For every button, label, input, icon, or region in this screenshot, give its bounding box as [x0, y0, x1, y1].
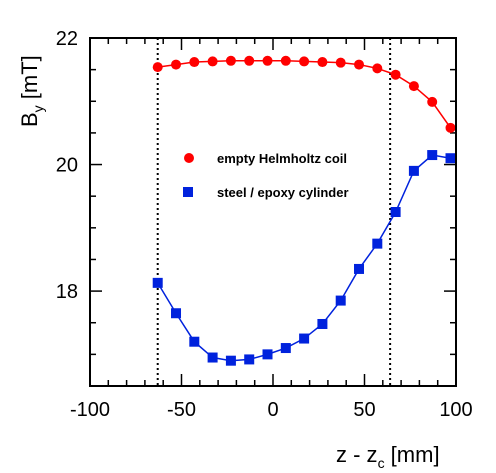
data-point-empty-helmholtz-coil — [446, 123, 456, 133]
data-point-steel-epoxy-cylinder — [409, 166, 419, 176]
data-point-steel-epoxy-cylinder — [354, 264, 364, 274]
data-point-empty-helmholtz-coil — [244, 56, 254, 66]
legend-label-empty-helmholtz-coil: empty Helmholtz coil — [217, 151, 347, 166]
data-point-steel-epoxy-cylinder — [427, 150, 437, 160]
data-point-empty-helmholtz-coil — [372, 63, 382, 73]
data-point-empty-helmholtz-coil — [354, 60, 364, 70]
legend-label-steel-epoxy-cylinder: steel / epoxy cylinder — [217, 185, 349, 200]
data-point-empty-helmholtz-coil — [226, 56, 236, 66]
data-point-empty-helmholtz-coil — [208, 56, 218, 66]
x-axis-title-unit: [mm] — [385, 442, 440, 467]
major-ticks — [90, 38, 456, 386]
data-point-steel-epoxy-cylinder — [281, 343, 291, 353]
y-axis-title-main: B — [17, 112, 42, 127]
x-tick-label: 50 — [353, 399, 375, 421]
data-point-steel-epoxy-cylinder — [446, 153, 456, 163]
data-point-steel-epoxy-cylinder — [244, 354, 254, 364]
data-point-steel-epoxy-cylinder — [299, 334, 309, 344]
x-tick-label: -100 — [70, 399, 110, 421]
data-point-steel-epoxy-cylinder — [372, 239, 382, 249]
y-tick-label: 22 — [56, 28, 78, 50]
series-group — [153, 56, 456, 366]
plot-frame — [90, 38, 456, 386]
data-point-empty-helmholtz-coil — [153, 62, 163, 72]
data-point-steel-epoxy-cylinder — [208, 353, 218, 363]
data-point-steel-epoxy-cylinder — [263, 349, 273, 359]
data-point-steel-epoxy-cylinder — [171, 308, 181, 318]
data-point-empty-helmholtz-coil — [189, 57, 199, 67]
x-axis-title-main: z - z — [336, 442, 378, 467]
data-point-steel-epoxy-cylinder — [336, 296, 346, 306]
y-axis-title: By [mT] — [17, 55, 46, 127]
data-point-empty-helmholtz-coil — [299, 56, 309, 66]
x-axis-title-sub: c — [378, 455, 385, 471]
data-point-empty-helmholtz-coil — [427, 97, 437, 107]
reference-lines — [158, 38, 390, 386]
legend-marker-empty-helmholtz-coil — [184, 153, 194, 163]
data-point-steel-epoxy-cylinder — [391, 207, 401, 217]
data-point-steel-epoxy-cylinder — [317, 319, 327, 329]
data-point-empty-helmholtz-coil — [409, 81, 419, 91]
data-point-empty-helmholtz-coil — [391, 70, 401, 80]
x-tick-label: -50 — [167, 399, 196, 421]
y-axis-title-unit: [mT] — [17, 55, 42, 105]
data-point-empty-helmholtz-coil — [336, 58, 346, 68]
x-axis-title: z - zc [mm] — [336, 442, 440, 471]
y-tick-label: 18 — [56, 281, 78, 303]
x-tick-label: 0 — [267, 399, 278, 421]
data-point-steel-epoxy-cylinder — [153, 278, 163, 288]
minor-ticks — [90, 38, 456, 386]
series-line-empty-helmholtz-coil — [158, 61, 451, 128]
legend-marker-steel-epoxy-cylinder — [183, 187, 193, 197]
data-point-empty-helmholtz-coil — [171, 60, 181, 70]
data-point-steel-epoxy-cylinder — [226, 356, 236, 366]
x-tick-label: 100 — [439, 399, 472, 421]
y-axis-title-sub: y — [30, 105, 46, 112]
data-point-empty-helmholtz-coil — [317, 57, 327, 67]
legend: empty Helmholtz coil steel / epoxy cylin… — [183, 151, 349, 200]
y-tick-label: 20 — [56, 155, 78, 177]
data-point-empty-helmholtz-coil — [281, 56, 291, 66]
data-point-empty-helmholtz-coil — [263, 56, 273, 66]
data-point-steel-epoxy-cylinder — [189, 337, 199, 347]
